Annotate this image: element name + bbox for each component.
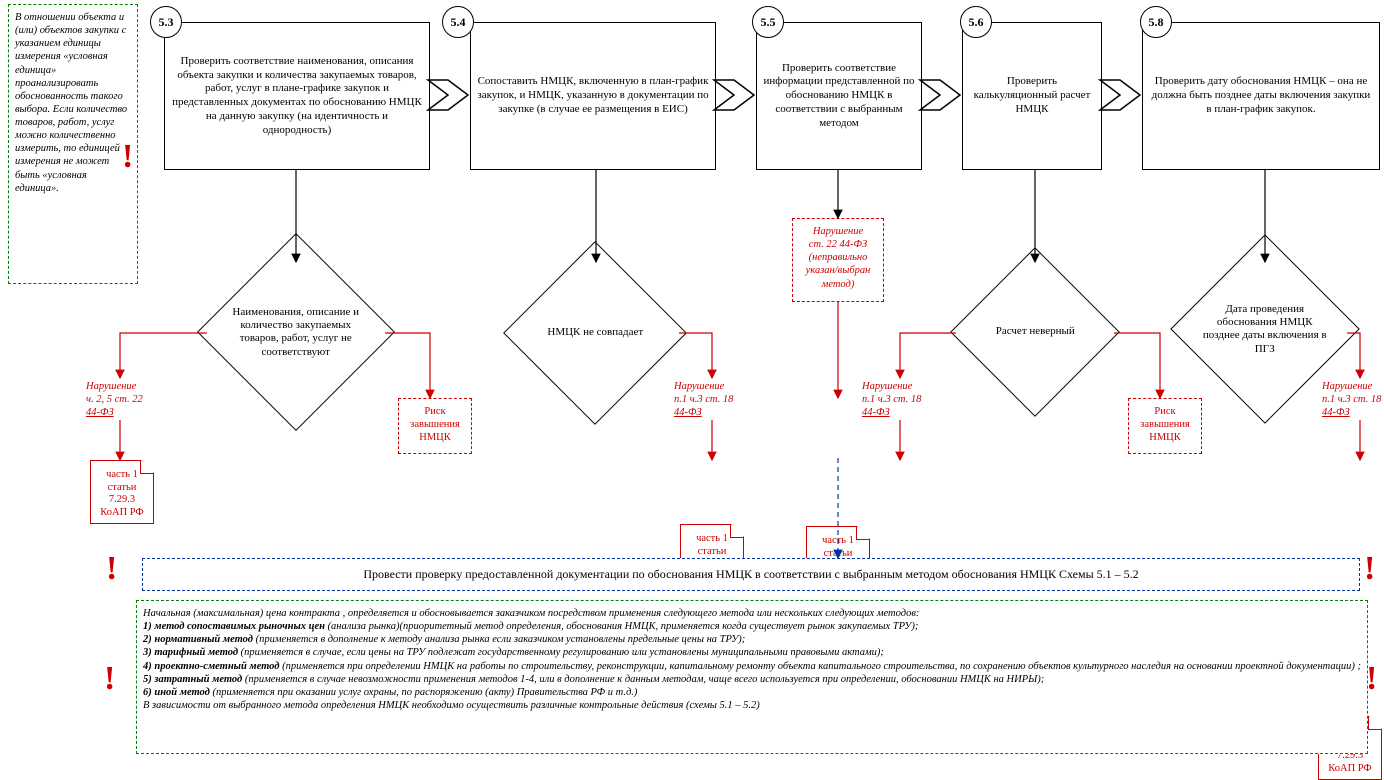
- violation-2: Нарушение п.1 ч.3 ст. 18 44-ФЗ: [674, 380, 760, 419]
- process-5-6: Проверить калькуляционный расчет НМЦК: [962, 22, 1102, 170]
- step-5-8-circle: 5.8: [1140, 6, 1172, 38]
- exclaim-methods-left: !: [104, 660, 115, 698]
- violation-1: Нарушение ч. 2, 5 ст. 22 44-ФЗ: [86, 380, 166, 419]
- exclaim-methods-right: !: [1366, 660, 1377, 698]
- risk-2: Риск завышения НМЦК: [1128, 398, 1202, 454]
- side-note-text: В отношении объекта и (или) объектов зак…: [15, 12, 127, 194]
- doc-1: часть 1 статьи 7.29.3 КоАП РФ: [90, 460, 154, 524]
- violation-method: Нарушение ст. 22 44-ФЗ (неправильно указ…: [792, 218, 884, 302]
- exclaim-banner-left: !: [106, 550, 117, 588]
- process-5-3: Проверить соответствие наименования, опи…: [164, 22, 430, 170]
- decision-1: Наименования, описание и количество заку…: [197, 233, 395, 431]
- decision-2: НМЦК не совпадает: [503, 241, 687, 425]
- violation-4: Нарушение п.1 ч.3 ст. 18 44-ФЗ: [1322, 380, 1384, 419]
- process-5-4: Сопоставить НМЦК, включенную в план-граф…: [470, 22, 716, 170]
- step-5-6-circle: 5.6: [960, 6, 992, 38]
- process-5-5: Проверить соответствие информации предст…: [756, 22, 922, 170]
- risk-1: Риск завышения НМЦК: [398, 398, 472, 454]
- side-note: В отношении объекта и (или) объектов зак…: [8, 4, 138, 284]
- methods-note: Начальная (максимальная) цена контракта …: [136, 600, 1368, 754]
- blue-banner: Провести проверку предоставленной докуме…: [142, 558, 1360, 591]
- decision-3: Расчет неверный: [950, 247, 1120, 417]
- process-5-8: Проверить дату обоснования НМЦК – она не…: [1142, 22, 1380, 170]
- exclaim-banner-right: !: [1364, 550, 1375, 588]
- step-5-4-circle: 5.4: [442, 6, 474, 38]
- exclaim-side: !: [122, 138, 133, 176]
- violation-3: Нарушение п.1 ч.3 ст. 18 44-ФЗ: [862, 380, 948, 419]
- step-5-3-circle: 5.3: [150, 6, 182, 38]
- step-5-5-circle: 5.5: [752, 6, 784, 38]
